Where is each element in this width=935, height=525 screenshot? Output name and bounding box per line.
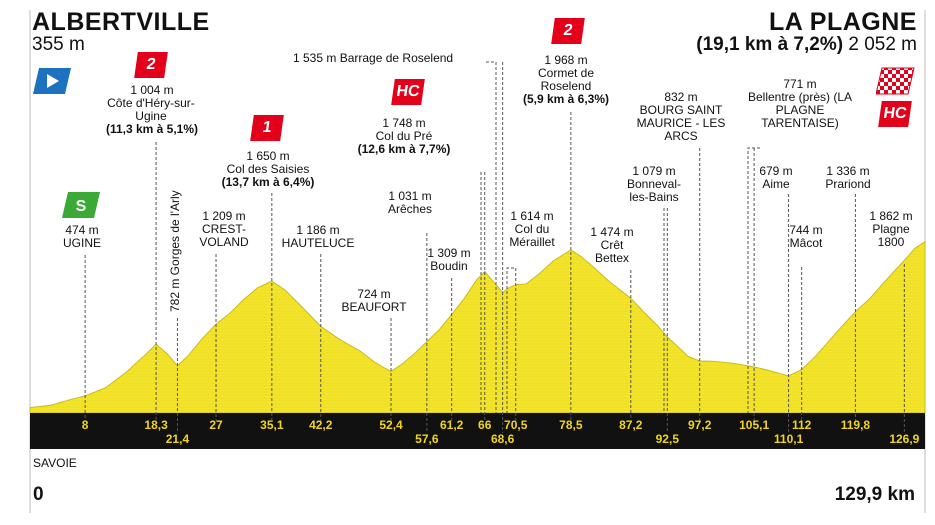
label-beaufort: 724 m BEAUFORT xyxy=(341,287,407,314)
label-ugine: 474 m UGINE xyxy=(62,223,102,250)
climb-badge-hery: 2 xyxy=(134,52,168,78)
profile-area xyxy=(29,240,926,414)
finish-flag-icon xyxy=(875,66,916,101)
km-label-beaufort: 52,4 xyxy=(379,418,403,432)
km-label-pre: 66 xyxy=(478,418,492,432)
km-start: 0 xyxy=(33,484,44,505)
finish-info: (19,1 km à 7,2%) 2 052 m xyxy=(696,34,917,56)
km-label-bourg: 97,2 xyxy=(688,418,712,432)
profile-texture xyxy=(30,241,925,411)
label-hery: 1 004 m Côte d'Héry-sur-Ugine (11,3 km à… xyxy=(105,83,199,136)
km-label-plagne1800: 126,9 xyxy=(889,432,920,446)
label-aime: 679 m Aime xyxy=(759,164,793,191)
km-bar xyxy=(30,413,925,449)
roselend-connector xyxy=(486,61,497,413)
km-label-macot: 112 xyxy=(791,418,812,432)
label-areches: 1 031 m Arêches xyxy=(387,189,433,216)
km-label-cormet: 78,5 xyxy=(559,418,583,432)
km-label-crest: 27 xyxy=(209,418,223,432)
km-label-boudin: 61,2 xyxy=(439,418,464,432)
start-altitude: 355 m xyxy=(32,34,85,55)
km-label-roselend_barrage: 68,6 xyxy=(490,432,515,446)
sprint-icon: S xyxy=(62,190,100,225)
region-label: SAVOIE xyxy=(33,456,77,470)
meraillet-connector xyxy=(506,267,514,413)
km-label-hery: 18,3 xyxy=(144,418,168,432)
label-pre: 1 748 m Col du Pré (12,6 km à 7,7%) xyxy=(357,116,451,156)
label-hauteluce: 1 186 m HAUTELUCE xyxy=(281,223,355,250)
km-label-ugine: 8 xyxy=(81,418,89,432)
km-label-arly: 21,4 xyxy=(165,432,190,446)
km-label-prariond: 119,8 xyxy=(840,418,871,432)
km-label-areches: 57,6 xyxy=(415,432,439,446)
label-boudin: 1 309 m Boudin xyxy=(427,246,471,273)
km-label-bettex: 87,2 xyxy=(619,418,643,432)
km-label-meraillet: 70,5 xyxy=(504,418,528,432)
climb-badge-saisies: 1 xyxy=(250,115,284,141)
finish-altitude: 2 052 m xyxy=(848,34,917,55)
km-label-hauteluce: 42,2 xyxy=(309,418,333,432)
km-label-saisies: 35,1 xyxy=(260,418,284,432)
start-flag-icon xyxy=(33,66,73,101)
start-city: ALBERTVILLE xyxy=(32,8,210,36)
km-end: 129,9 km xyxy=(834,484,915,505)
finish-city: LA PLAGNE xyxy=(768,8,917,36)
label-bellentre: 771 m Bellentre (près) (LA PLAGNE TARENTA… xyxy=(747,77,853,130)
label-plagne1800: 1 862 m Plagne 1800 xyxy=(869,209,913,249)
label-crest: 1 209 m CREST-VOLAND xyxy=(199,209,249,249)
climb-badge-cormet: 2 xyxy=(551,18,585,44)
finish-climb: (19,1 km à 7,2%) xyxy=(696,34,844,55)
climb-badge-pre: HC xyxy=(391,79,425,105)
label-prariond: 1 336 m Prariond xyxy=(825,164,871,191)
svg-text:S: S xyxy=(76,198,87,215)
label-saisies: 1 650 m Col des Saisies (13,7 km à 6,4%) xyxy=(221,149,315,189)
km-label-bonneval: 92,5 xyxy=(655,432,679,446)
label-meraillet: 1 614 m Col du Méraillet xyxy=(509,209,555,249)
label-macot: 744 m Mâcot xyxy=(789,223,823,250)
label-bourg: 832 m BOURG SAINT MAURICE - LES ARCS xyxy=(636,90,726,143)
bellentre-connector xyxy=(747,147,760,413)
label-arly: 782 m Gorges de l'Arly xyxy=(168,190,182,312)
km-label-bellentre: 105,1 xyxy=(739,418,770,432)
label-roselend-barrage: 1 535 m Barrage de Roselend xyxy=(293,51,454,65)
km-label-aime: 110,1 xyxy=(773,432,804,446)
label-bonneval: 1 079 m Bonneval-les-Bains xyxy=(626,164,682,204)
finish-hc-badge: HC xyxy=(878,101,912,127)
label-bettex: 1 474 m Crêt Bettex xyxy=(590,225,634,265)
label-cormet: 1 968 m Cormet de Roselend (5,9 km à 6,3%) xyxy=(522,53,610,106)
